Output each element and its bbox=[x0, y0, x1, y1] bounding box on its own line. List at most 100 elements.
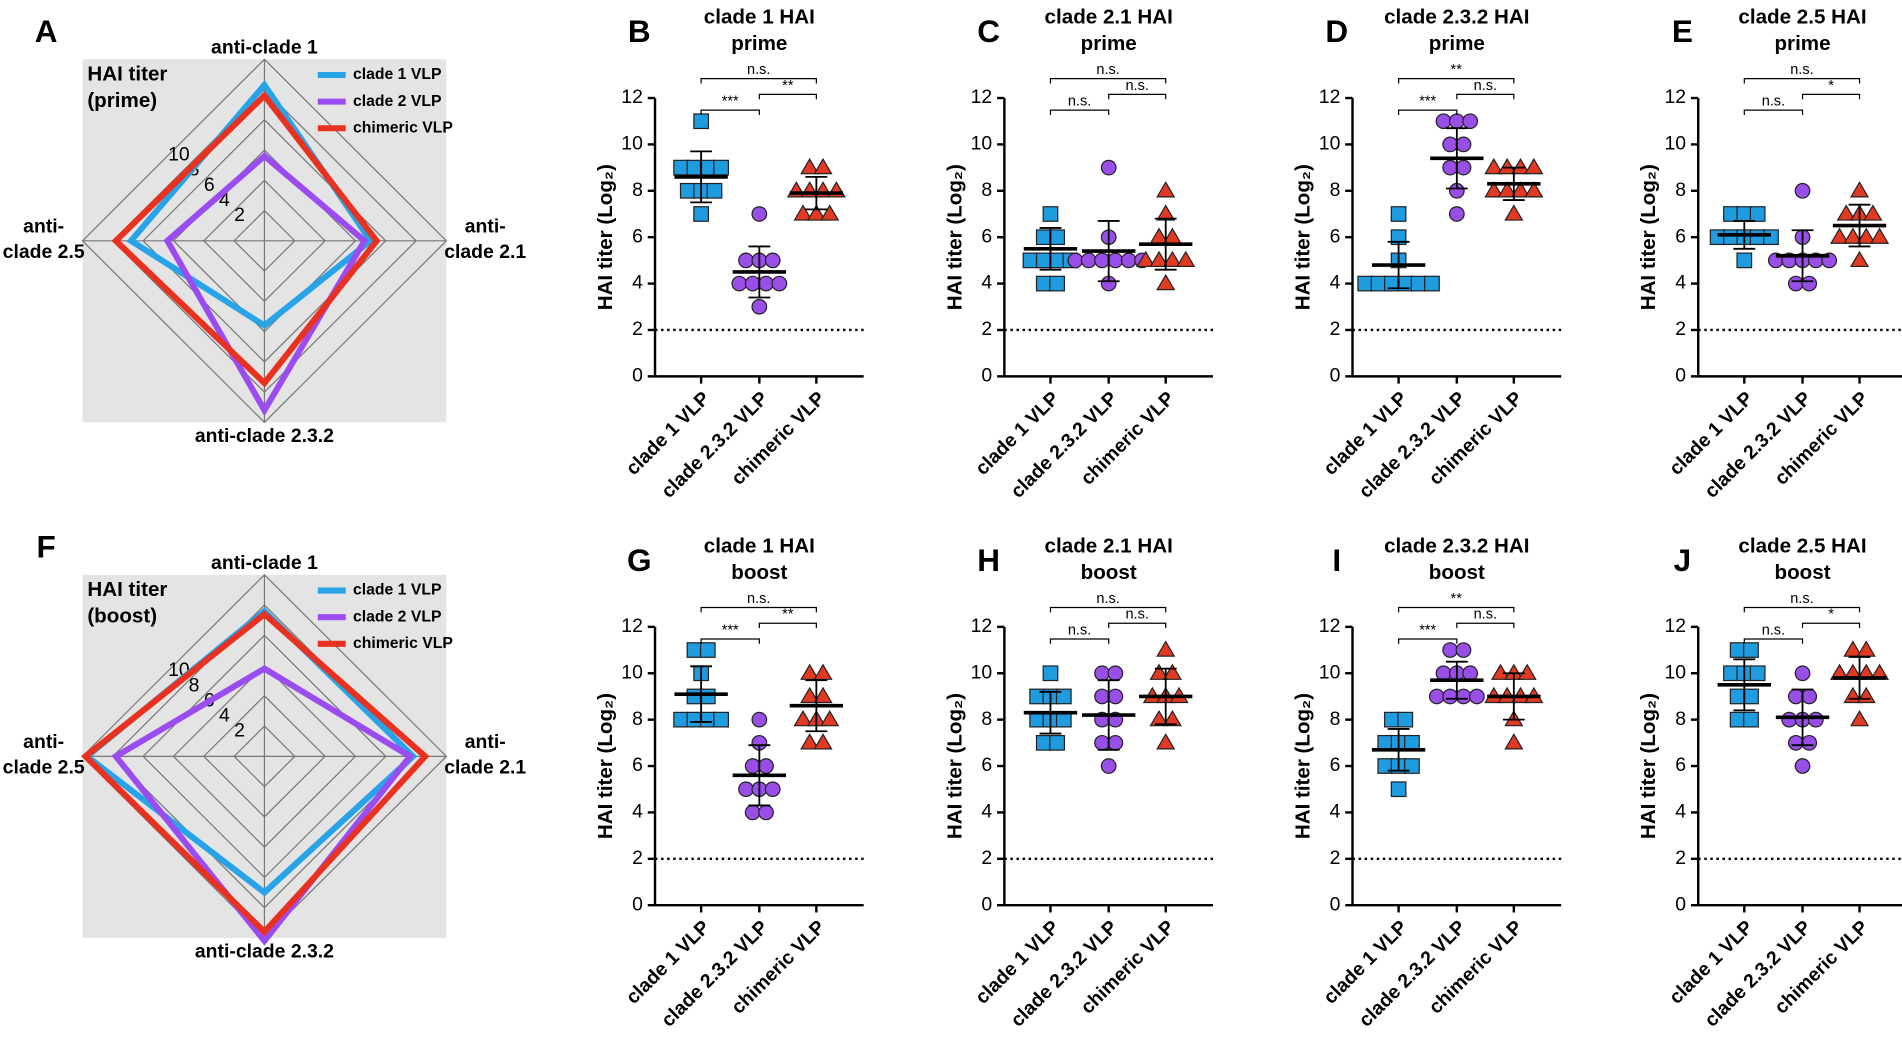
y-tick-label: 10 bbox=[621, 133, 643, 155]
data-point bbox=[813, 686, 833, 704]
data-point bbox=[1435, 665, 1452, 682]
y-tick-label: 2 bbox=[1330, 847, 1341, 869]
panel-label: E bbox=[1672, 13, 1693, 49]
data-point bbox=[793, 709, 813, 727]
data-point bbox=[1794, 758, 1811, 774]
data-point bbox=[1094, 252, 1110, 269]
y-tick-label: 6 bbox=[981, 754, 992, 776]
significance-bracket bbox=[1743, 109, 1804, 115]
y-tick-label: 12 bbox=[1664, 86, 1686, 108]
y-tick-label: 4 bbox=[632, 272, 643, 294]
radar-axis-label: anti-clade 2.3.2 bbox=[195, 941, 334, 963]
data-point bbox=[1067, 252, 1084, 269]
y-tick-label: 6 bbox=[981, 225, 992, 247]
significance-bracket bbox=[1108, 622, 1167, 629]
significance-label: n.s. bbox=[1762, 622, 1785, 638]
panel-label: I bbox=[1332, 542, 1341, 578]
legend-label: chimeric VLP bbox=[353, 119, 453, 136]
significance-label: n.s. bbox=[1125, 78, 1148, 94]
data-point bbox=[1428, 688, 1445, 705]
data-point bbox=[1787, 734, 1804, 751]
data-point bbox=[1736, 206, 1753, 222]
significance-bracket bbox=[1456, 622, 1515, 629]
data-point bbox=[1794, 182, 1811, 199]
y-tick-label: 8 bbox=[981, 179, 992, 201]
significance-bracket bbox=[1049, 78, 1167, 84]
data-point bbox=[1156, 273, 1176, 291]
panel-label: H bbox=[977, 542, 1000, 578]
data-point bbox=[1049, 734, 1066, 751]
data-point bbox=[1781, 711, 1798, 728]
data-point bbox=[1517, 663, 1537, 680]
chart-title: clade 1 HAI bbox=[704, 534, 815, 557]
radar-annotation: HAI titer bbox=[87, 62, 167, 85]
data-point bbox=[751, 298, 768, 315]
data-point bbox=[1448, 206, 1465, 222]
data-point bbox=[1377, 734, 1394, 751]
significance-label: *** bbox=[1419, 622, 1436, 638]
data-point bbox=[1801, 275, 1818, 292]
y-tick-label: 10 bbox=[621, 661, 643, 683]
y-axis-label: HAI titer (Log₂) bbox=[594, 164, 617, 310]
chart-title: clade 2.3.2 HAI bbox=[1384, 534, 1529, 557]
data-point bbox=[1729, 642, 1746, 658]
data-point bbox=[1510, 157, 1531, 175]
data-point bbox=[1497, 181, 1517, 198]
data-point bbox=[1149, 709, 1169, 727]
data-point bbox=[1524, 181, 1544, 198]
data-point bbox=[1749, 229, 1766, 246]
significance-bracket bbox=[1049, 606, 1167, 613]
data-point bbox=[771, 275, 788, 292]
y-tick-label: 2 bbox=[981, 318, 992, 340]
y-tick-label: 12 bbox=[971, 86, 993, 108]
data-point bbox=[820, 709, 840, 727]
significance-label: ** bbox=[1451, 62, 1463, 78]
data-point bbox=[764, 252, 781, 269]
data-point bbox=[1042, 665, 1059, 682]
data-point bbox=[1176, 250, 1196, 268]
chart-title: boost bbox=[731, 561, 787, 584]
data-point bbox=[1723, 665, 1739, 682]
data-point bbox=[1794, 665, 1811, 682]
radar-tick-label: 10 bbox=[168, 144, 190, 166]
y-tick-label: 2 bbox=[1330, 318, 1341, 340]
significance-bracket bbox=[700, 78, 817, 84]
data-point bbox=[1162, 663, 1182, 680]
radar-axis-label: anti-clade 1 bbox=[211, 37, 318, 59]
data-point bbox=[673, 711, 689, 728]
data-point bbox=[1468, 688, 1485, 705]
data-point bbox=[686, 642, 703, 658]
data-point bbox=[1801, 688, 1818, 705]
significance-label: *** bbox=[1419, 94, 1436, 110]
y-axis-label: HAI titer (Log₂) bbox=[1637, 693, 1660, 839]
significance-label: n.s. bbox=[1068, 94, 1091, 110]
data-point bbox=[1156, 181, 1176, 198]
data-point bbox=[1455, 642, 1472, 658]
y-tick-label: 0 bbox=[1675, 364, 1686, 386]
data-point bbox=[1709, 229, 1726, 246]
data-point bbox=[820, 204, 840, 221]
legend-label: clade 1 VLP bbox=[353, 582, 442, 599]
significance-label: n.s. bbox=[1790, 62, 1813, 78]
significance-bracket bbox=[1108, 93, 1167, 100]
data-point bbox=[1049, 229, 1066, 246]
chart-title: prime bbox=[1081, 32, 1137, 55]
y-tick-label: 12 bbox=[621, 86, 643, 108]
panel-label: C bbox=[977, 13, 1000, 49]
data-point bbox=[686, 159, 703, 176]
legend-label: clade 1 VLP bbox=[353, 66, 442, 83]
significance-bracket bbox=[1801, 93, 1861, 100]
data-point bbox=[1107, 734, 1124, 751]
y-tick-label: 10 bbox=[971, 133, 993, 155]
data-point bbox=[731, 275, 748, 292]
data-point bbox=[1836, 204, 1856, 221]
chart-title: clade 1 HAI bbox=[704, 6, 815, 29]
chart-title: clade 2.1 HAI bbox=[1045, 6, 1173, 29]
y-tick-label: 0 bbox=[632, 364, 643, 386]
data-point bbox=[751, 711, 768, 728]
panel-label: A bbox=[35, 13, 58, 49]
significance-label: n.s. bbox=[1790, 591, 1813, 607]
y-axis-label: HAI titer (Log₂) bbox=[943, 693, 966, 839]
data-point bbox=[1484, 181, 1504, 198]
data-point bbox=[1035, 229, 1052, 246]
